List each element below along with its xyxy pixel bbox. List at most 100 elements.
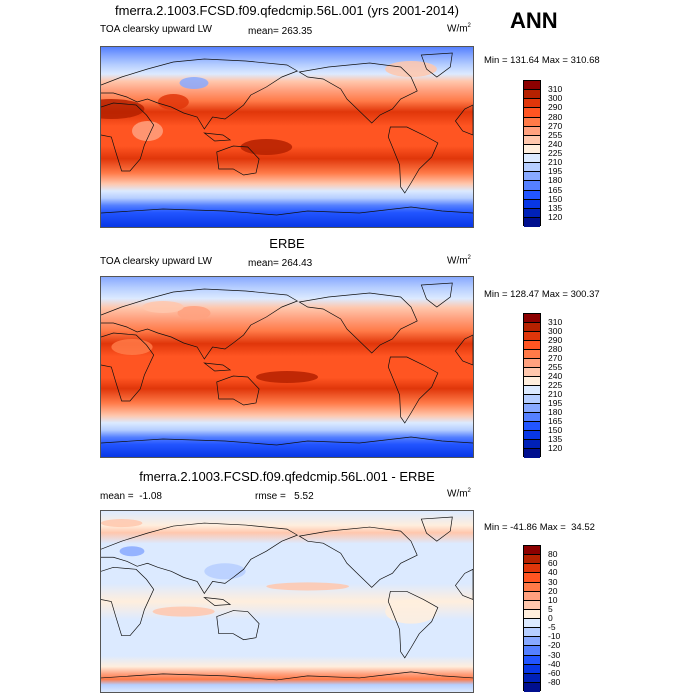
colorbar-box (524, 555, 540, 565)
coastline (388, 127, 438, 193)
panel1-mean: mean= 263.35 (248, 26, 313, 37)
season-label: ANN (510, 8, 558, 33)
colorbar-box (524, 359, 540, 368)
colorbar-box (524, 172, 540, 182)
colorbar-box (524, 564, 540, 574)
colorbar-tick-label: 150 (548, 425, 563, 435)
coastline (388, 357, 438, 423)
colorbar-tick-label: -30 (548, 649, 561, 660)
field-contour-patch (157, 94, 189, 110)
colorbar-tick-label: -20 (548, 640, 561, 651)
colorbar-box (524, 440, 540, 449)
units-text: W/m (447, 488, 468, 500)
coastline (455, 335, 473, 365)
panel3-rmse: rmse = 5.52 (255, 491, 314, 502)
field-contour-patch (111, 339, 153, 355)
colorbar-box (524, 208, 540, 218)
colorbar-tick-label: 180 (548, 407, 563, 417)
field-contour-patch (240, 139, 293, 155)
colorbar-box (524, 144, 540, 154)
colorbar-box (524, 217, 540, 227)
colorbar-tick-label: 180 (548, 175, 563, 186)
units-exponent: 2 (467, 488, 471, 494)
colorbar-tick-label: 280 (548, 111, 563, 122)
colorbar-tick-label: 5 (548, 603, 553, 614)
colorbar-tick-label: 240 (548, 371, 563, 381)
colorbar-box (524, 314, 540, 323)
map-model (100, 46, 474, 228)
colorbar-tick-label: -5 (548, 622, 556, 633)
coastline (421, 283, 452, 307)
coastline (421, 53, 452, 77)
coastline (217, 146, 259, 175)
colorbar-box (524, 350, 540, 359)
coastline (455, 105, 473, 135)
colorbar-box (524, 582, 540, 592)
colorbar-tick-label: 135 (548, 202, 563, 213)
colorbar-tick-label: 210 (548, 157, 563, 168)
units-text: W/m (447, 255, 468, 267)
colorbar-tick-label: 310 (548, 84, 563, 95)
coastline (455, 569, 473, 599)
colorbar-tick-label: 135 (548, 434, 563, 444)
colorbar-tick-label: 165 (548, 184, 563, 195)
panel1-units: W/m2 (447, 23, 471, 34)
units-text: W/m (447, 23, 468, 35)
field-contour-patch (179, 77, 209, 89)
panel2-variable: TOA clearsky upward LW (100, 256, 212, 267)
field-contour-patch (256, 371, 318, 383)
coastline (101, 672, 473, 680)
field-contour-patch (101, 99, 145, 119)
coastline (101, 207, 473, 215)
colorbar-tick-label: 300 (548, 326, 563, 336)
colorbar-box (524, 135, 540, 145)
colorbar-box (524, 413, 540, 422)
colorbar-box (524, 181, 540, 191)
colorbar-tick-label: 300 (548, 93, 563, 104)
colorbar-tick-label: 310 (548, 317, 563, 327)
colorbar-box (524, 126, 540, 136)
colorbar-tick-label: 270 (548, 353, 563, 363)
coastline (217, 376, 259, 405)
colorbar-box (524, 619, 540, 629)
colorbar-tick-label: 225 (548, 148, 563, 158)
colorbar-box (524, 591, 540, 601)
colorbar-box (524, 154, 540, 164)
coastline (217, 611, 259, 640)
colorbar-box (524, 332, 540, 341)
colorbar-box (524, 199, 540, 209)
colorbar-tick-label: 280 (548, 344, 563, 354)
colorbar-box (524, 673, 540, 683)
colorbar-box (524, 431, 540, 440)
colorbar-box (524, 395, 540, 404)
coastline (101, 437, 473, 445)
colorbar-obs (523, 313, 541, 458)
colorbar-box (524, 108, 540, 118)
colorbar-box (524, 449, 540, 458)
colorbar-tick-label: 195 (548, 398, 563, 408)
panel2-units: W/m2 (447, 255, 471, 266)
colorbar-tick-label: 30 (548, 576, 558, 587)
colorbar-box (524, 600, 540, 610)
coastline (204, 363, 230, 371)
coastline (204, 597, 230, 605)
panel1-variable: TOA clearsky upward LW (100, 24, 212, 35)
colorbar-box (524, 404, 540, 413)
panel3-minmax: Min = -41.86 Max = 34.52 (484, 522, 595, 533)
coastline (101, 523, 297, 593)
field-contour-patch (177, 306, 211, 320)
field-contour-patch (266, 582, 349, 591)
colorbar-box (524, 682, 540, 692)
colorbar-box (524, 163, 540, 173)
colorbar-tick-label: 120 (548, 443, 563, 453)
coastline (204, 133, 230, 141)
field-contour-patch (385, 61, 437, 77)
field-contour-patch (101, 519, 143, 528)
colorbar-tick-label: -60 (548, 667, 561, 678)
field-contour-patch (132, 121, 163, 141)
colorbar-box (524, 368, 540, 377)
colorbar-box (524, 117, 540, 127)
colorbar-tick-label: 120 (548, 211, 563, 222)
colorbar-box (524, 99, 540, 109)
coastline (299, 527, 417, 587)
